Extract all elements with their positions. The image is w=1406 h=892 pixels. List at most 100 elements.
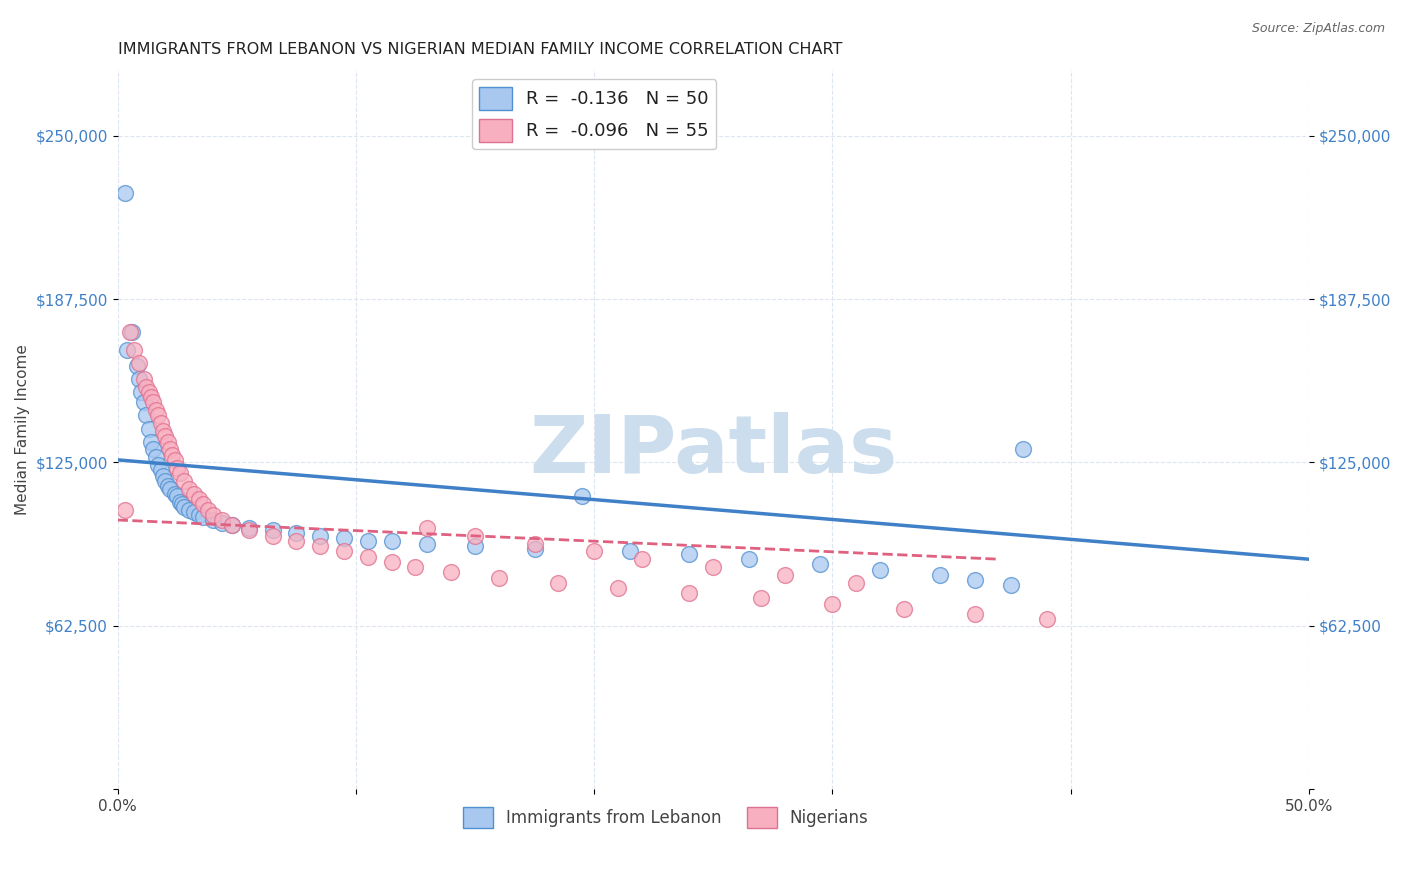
Point [146, 409, 169, 423]
Point [965, 573, 987, 587]
Y-axis label: Median Family Income: Median Family Income [15, 344, 30, 516]
Point [201, 513, 224, 527]
Point [464, 539, 486, 553]
Point [124, 343, 146, 357]
Point [159, 482, 181, 496]
Point [125, 359, 148, 373]
Point [155, 474, 177, 488]
Point [773, 567, 796, 582]
Point [845, 575, 868, 590]
Point [523, 541, 546, 556]
Point [357, 549, 380, 564]
Point [488, 570, 510, 584]
Point [464, 529, 486, 543]
Text: IMMIGRANTS FROM LEBANON VS NIGERIAN MEDIAN FAMILY INCOME CORRELATION CHART: IMMIGRANTS FROM LEBANON VS NIGERIAN MEDI… [118, 42, 842, 57]
Point [179, 502, 201, 516]
Point [221, 518, 243, 533]
Text: ZIPatlas: ZIPatlas [529, 412, 897, 491]
Point [159, 442, 181, 457]
Point [145, 403, 167, 417]
Point [211, 516, 233, 530]
Point [128, 356, 150, 370]
Point [678, 547, 700, 561]
Point [749, 591, 772, 606]
Point [523, 536, 546, 550]
Point [138, 421, 160, 435]
Point [173, 500, 195, 514]
Point [965, 607, 987, 621]
Point [152, 424, 174, 438]
Point [1012, 442, 1035, 457]
Point [309, 529, 332, 543]
Point [583, 544, 606, 558]
Point [139, 434, 162, 449]
Point [135, 409, 157, 423]
Point [132, 395, 155, 409]
Legend: Immigrants from Lebanon, Nigerians: Immigrants from Lebanon, Nigerians [456, 800, 876, 835]
Point [193, 510, 215, 524]
Point [262, 529, 284, 543]
Point [357, 533, 380, 548]
Point [869, 563, 891, 577]
Point [416, 536, 439, 550]
Point [173, 474, 195, 488]
Point [416, 521, 439, 535]
Point [142, 442, 165, 457]
Point [262, 524, 284, 538]
Point [221, 518, 243, 533]
Point [179, 482, 201, 496]
Point [571, 490, 593, 504]
Point [440, 566, 463, 580]
Point [162, 448, 184, 462]
Point [149, 463, 172, 477]
Point [810, 558, 832, 572]
Point [145, 450, 167, 465]
Point [187, 508, 209, 522]
Point [893, 602, 915, 616]
Point [928, 567, 950, 582]
Point [128, 372, 150, 386]
Point [381, 555, 404, 569]
Point [197, 502, 219, 516]
Point [114, 502, 136, 516]
Text: Source: ZipAtlas.com: Source: ZipAtlas.com [1251, 22, 1385, 36]
Point [135, 380, 157, 394]
Point [163, 487, 186, 501]
Point [155, 429, 177, 443]
Point [156, 434, 179, 449]
Point [404, 560, 426, 574]
Point [183, 505, 205, 519]
Point [118, 325, 141, 339]
Point [201, 508, 224, 522]
Point [187, 492, 209, 507]
Point [166, 460, 188, 475]
Point [619, 544, 641, 558]
Point [1000, 578, 1022, 592]
Point [166, 490, 188, 504]
Point [381, 533, 404, 548]
Point [547, 575, 569, 590]
Point [738, 552, 761, 566]
Point [142, 395, 165, 409]
Point [115, 343, 138, 357]
Point [821, 597, 844, 611]
Point [169, 494, 191, 508]
Point [238, 524, 260, 538]
Point [170, 497, 193, 511]
Point [1036, 612, 1059, 626]
Point [607, 581, 630, 595]
Point [132, 372, 155, 386]
Point [138, 384, 160, 399]
Point [333, 531, 356, 545]
Point [309, 539, 332, 553]
Point [285, 533, 308, 548]
Point [183, 487, 205, 501]
Point [139, 390, 162, 404]
Point [285, 526, 308, 541]
Point [163, 453, 186, 467]
Point [333, 544, 356, 558]
Point [211, 513, 233, 527]
Point [156, 479, 179, 493]
Point [121, 325, 143, 339]
Point [702, 560, 724, 574]
